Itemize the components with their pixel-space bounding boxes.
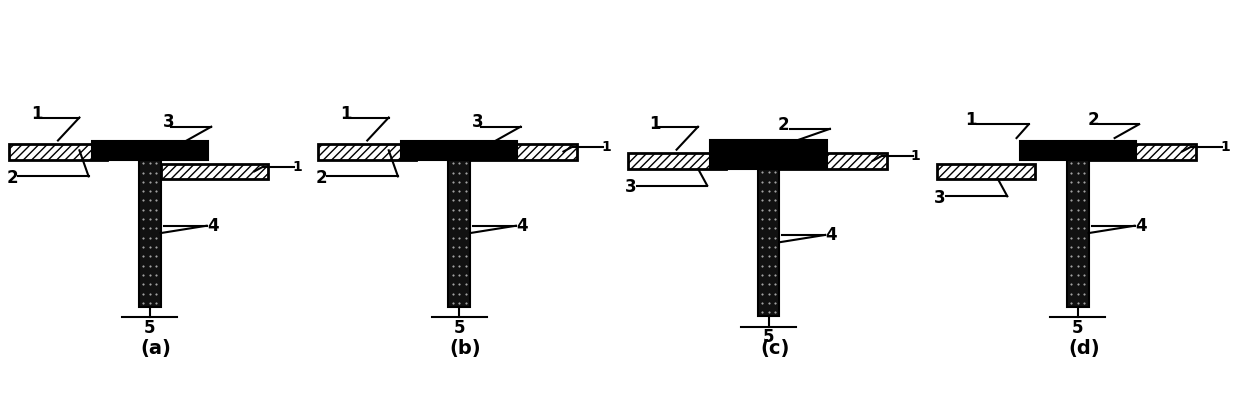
Bar <box>1019 141 1136 159</box>
Text: (c): (c) <box>760 339 790 358</box>
Text: 1: 1 <box>911 149 920 163</box>
Text: 1: 1 <box>293 159 301 173</box>
Bar <box>92 141 208 159</box>
Text: 2: 2 <box>777 116 790 134</box>
Bar <box>1089 143 1195 159</box>
Bar <box>627 153 725 169</box>
Bar <box>711 140 827 169</box>
Text: 3: 3 <box>625 178 636 196</box>
Text: 4: 4 <box>516 217 528 235</box>
Text: 5: 5 <box>763 328 774 346</box>
Text: 4: 4 <box>207 217 218 235</box>
Bar <box>779 153 887 169</box>
Text: 5: 5 <box>454 319 465 337</box>
Text: 1: 1 <box>31 106 42 123</box>
Text: (d): (d) <box>1068 339 1100 358</box>
Text: 4: 4 <box>826 226 837 244</box>
Text: 3: 3 <box>934 189 946 207</box>
Text: (a): (a) <box>140 339 171 358</box>
Bar <box>319 143 417 159</box>
Bar <box>9 143 107 159</box>
Text: 3: 3 <box>471 113 484 131</box>
Text: 2: 2 <box>1087 111 1099 129</box>
Text: 1: 1 <box>965 111 976 129</box>
Bar <box>401 141 517 159</box>
Bar <box>161 164 268 180</box>
Bar <box>937 164 1035 180</box>
Bar <box>449 159 470 307</box>
Text: 1: 1 <box>601 140 611 154</box>
Text: 1: 1 <box>340 106 352 123</box>
Text: 3: 3 <box>162 113 174 131</box>
Text: 2: 2 <box>6 169 17 187</box>
Text: 1: 1 <box>650 115 661 133</box>
Text: 1: 1 <box>1220 140 1230 154</box>
Bar <box>139 159 161 307</box>
Text: 2: 2 <box>315 169 327 187</box>
Bar <box>470 143 578 159</box>
Text: 5: 5 <box>144 319 156 337</box>
Text: 4: 4 <box>1135 217 1147 235</box>
Text: (b): (b) <box>450 339 481 358</box>
Bar <box>1068 159 1089 307</box>
Text: 5: 5 <box>1073 319 1084 337</box>
Bar <box>758 169 779 316</box>
